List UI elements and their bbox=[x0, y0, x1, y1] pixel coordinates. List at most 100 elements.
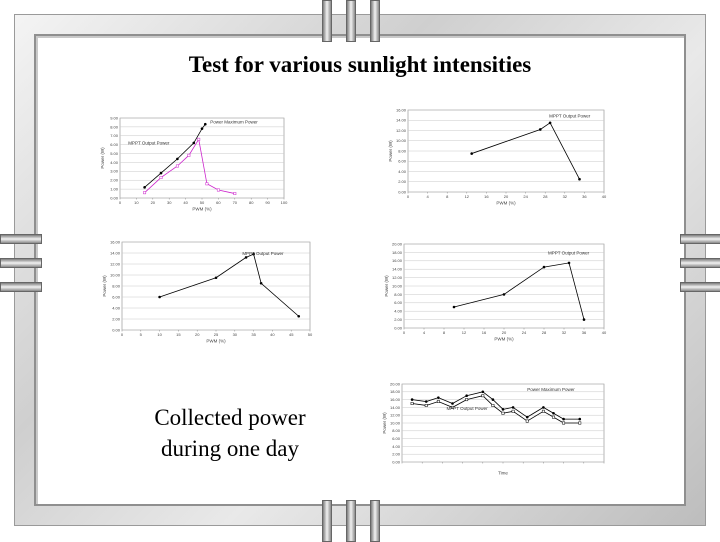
data-point bbox=[159, 176, 163, 180]
chart-middle-left: 0.00 2.00 4.00 6.00 8.00 10.00 12.00 14.00 16.00… bbox=[102, 239, 313, 343]
caption-line-2: during one day bbox=[161, 436, 299, 461]
data-point bbox=[548, 121, 552, 125]
frame-notch-bottom-3 bbox=[370, 500, 380, 542]
x-tick-label: 32 bbox=[563, 194, 568, 199]
chart-top-left: 0.00 1.00 2.00 3.00 4.00 5.00 6.00 7.00 8.00 9.00… bbox=[100, 115, 288, 211]
series-line-1 bbox=[144, 138, 235, 194]
y-axis-label: Power (W) bbox=[102, 275, 107, 297]
x-tick-label: 50 bbox=[200, 200, 205, 205]
y-tick-label: 0.00 bbox=[112, 327, 121, 332]
x-tick-label: 0 bbox=[407, 194, 410, 199]
x-tick-label: 36 bbox=[582, 330, 587, 335]
x-tick-label: 20 bbox=[502, 330, 507, 335]
y-tick-label: 7.00 bbox=[110, 133, 119, 138]
data-point bbox=[205, 182, 209, 186]
frame-notch-left-2 bbox=[0, 258, 42, 268]
data-point bbox=[562, 417, 565, 421]
annotation-label: MPPT Output Power bbox=[549, 113, 591, 118]
y-tick-label: 2.00 bbox=[112, 316, 121, 321]
y-tick-label: 0.00 bbox=[110, 195, 119, 200]
x-axis-label: PWM (%) bbox=[496, 201, 516, 206]
y-tick-label: 6.00 bbox=[110, 142, 119, 147]
x-tick-label: 28 bbox=[543, 194, 548, 199]
y-tick-label: 2.00 bbox=[392, 452, 401, 457]
slide-title: Test for various sunlight intensities bbox=[188, 52, 532, 77]
y-tick-label: 12.00 bbox=[392, 275, 403, 280]
data-point bbox=[143, 191, 147, 195]
x-tick-label: 30 bbox=[233, 332, 238, 337]
data-point bbox=[175, 164, 179, 168]
annotation-label: MPPT Output Power bbox=[446, 406, 488, 411]
series-line-1 bbox=[412, 395, 580, 424]
y-tick-label: 8.00 bbox=[394, 292, 403, 297]
y-tick-label: 12.00 bbox=[110, 261, 121, 266]
data-point bbox=[424, 404, 428, 407]
y-tick-label: 14.00 bbox=[396, 118, 407, 123]
data-point bbox=[539, 128, 542, 131]
y-tick-label: 16.00 bbox=[390, 397, 401, 402]
data-point bbox=[501, 411, 505, 415]
x-tick-label: 70 bbox=[233, 200, 238, 205]
y-tick-label: 18.00 bbox=[390, 389, 401, 394]
y-tick-label: 18.00 bbox=[392, 250, 403, 255]
data-point bbox=[470, 152, 473, 155]
y-tick-label: 2.00 bbox=[394, 317, 403, 322]
data-point bbox=[410, 402, 414, 405]
x-tick-label: 16 bbox=[484, 194, 489, 199]
data-point bbox=[424, 400, 428, 403]
data-point bbox=[200, 127, 204, 130]
x-tick-label: 40 bbox=[183, 200, 188, 205]
x-tick-label: 20 bbox=[151, 200, 156, 205]
caption-line-1: Collected power bbox=[154, 405, 306, 430]
x-tick-label: 5 bbox=[140, 332, 143, 337]
x-tick-label: 12 bbox=[462, 330, 467, 335]
x-tick-label: 40 bbox=[270, 332, 275, 337]
y-tick-label: 8.00 bbox=[110, 124, 119, 129]
y-axis-label: Power (W) bbox=[100, 147, 105, 169]
data-point bbox=[481, 390, 485, 394]
series-line-0 bbox=[412, 391, 580, 420]
data-point bbox=[552, 411, 555, 415]
data-point bbox=[158, 295, 161, 299]
y-tick-label: 14.00 bbox=[392, 267, 403, 272]
data-point bbox=[502, 293, 506, 296]
data-point bbox=[578, 177, 581, 181]
data-point bbox=[491, 398, 495, 401]
y-tick-label: 20.00 bbox=[390, 381, 401, 386]
x-tick-label: 80 bbox=[249, 200, 254, 205]
y-tick-label: 6.00 bbox=[398, 159, 407, 164]
frame-notch-bottom-2 bbox=[346, 500, 356, 542]
x-tick-label: 15 bbox=[176, 332, 181, 337]
x-axis-label: PWM (%) bbox=[494, 337, 514, 342]
chart-top-right: 0.00 2.00 4.00 6.00 8.00 10.00 12.00 14.00 16.00… bbox=[388, 107, 607, 206]
data-point bbox=[176, 157, 179, 161]
x-tick-label: 8 bbox=[443, 330, 446, 335]
data-point bbox=[451, 405, 454, 409]
y-tick-label: 0.00 bbox=[392, 459, 401, 464]
y-tick-label: 6.00 bbox=[394, 300, 403, 305]
chart-daily-power: 0.00 2.00 4.00 6.00 8.00 10.00 12.00 14.00 16.00… bbox=[382, 381, 605, 476]
x-tick-label: 4 bbox=[426, 194, 429, 199]
y-tick-label: 4.00 bbox=[392, 444, 401, 449]
y-tick-label: 12.00 bbox=[390, 413, 401, 418]
y-tick-label: 10.00 bbox=[110, 272, 121, 277]
x-tick-label: 40 bbox=[602, 194, 607, 199]
y-tick-label: 10.00 bbox=[392, 283, 403, 288]
y-tick-label: 8.00 bbox=[112, 283, 121, 288]
x-tick-label: 36 bbox=[582, 194, 587, 199]
x-tick-label: 40 bbox=[602, 330, 607, 335]
data-point bbox=[562, 421, 566, 425]
x-tick-label: 0 bbox=[403, 330, 406, 335]
y-axis-label: Power (W) bbox=[384, 275, 389, 297]
y-tick-label: 14.00 bbox=[390, 405, 401, 410]
frame-notch-left-3 bbox=[0, 282, 42, 292]
x-tick-label: 32 bbox=[562, 330, 567, 335]
y-tick-label: 20.00 bbox=[392, 241, 403, 246]
x-tick-label: 24 bbox=[522, 330, 527, 335]
y-tick-label: 8.00 bbox=[392, 428, 401, 433]
frame-notch-top-2 bbox=[346, 0, 356, 42]
data-point bbox=[187, 153, 191, 157]
y-tick-label: 2.00 bbox=[398, 179, 407, 184]
y-tick-label: 16.00 bbox=[392, 258, 403, 263]
x-tick-label: 10 bbox=[157, 332, 162, 337]
